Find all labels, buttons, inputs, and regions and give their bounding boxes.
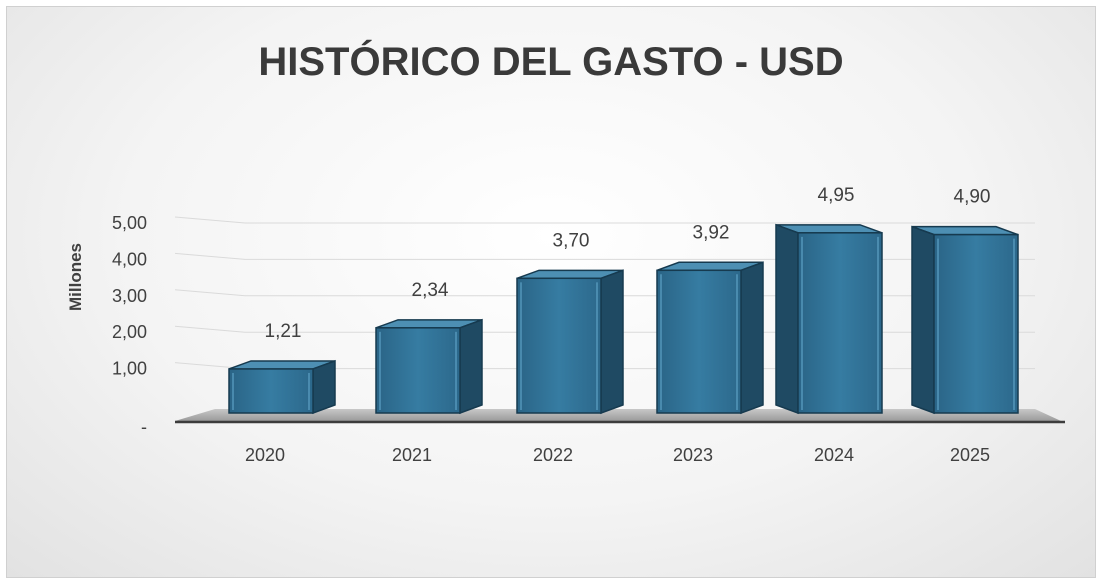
y-tick-label: 2,00: [112, 322, 147, 342]
x-tick-label: 2020: [245, 445, 285, 465]
bar-front-face: [656, 269, 742, 414]
bar-2025: [911, 225, 1019, 415]
y-tick-label: 1,00: [112, 359, 147, 379]
bar-2021: [375, 318, 483, 415]
bar-2022: [516, 269, 624, 415]
x-tick-label: 2021: [392, 445, 432, 465]
x-tick-label: 2023: [673, 445, 713, 465]
data-labels: 1,21 2,34 3,70 3,92 4,95 4,90: [265, 185, 991, 342]
data-label: 2,34: [412, 280, 449, 301]
bar-side-face: [312, 359, 336, 415]
data-label: 4,95: [818, 185, 855, 206]
bar-side-face: [911, 225, 935, 415]
x-tick-label: 2025: [950, 445, 990, 465]
bar-2020: [228, 359, 336, 415]
x-tick-label: 2022: [533, 445, 573, 465]
bar-front-face: [797, 232, 883, 414]
data-label: 3,92: [693, 222, 730, 243]
data-label: 4,90: [954, 187, 991, 208]
y-tick-label: 3,00: [112, 286, 147, 306]
chart-title: HISTÓRICO DEL GASTO - USD: [258, 38, 843, 84]
gridline: [174, 216, 1035, 224]
bar-front-face: [933, 233, 1019, 414]
y-tick-label: 4,00: [112, 249, 147, 269]
gridline: [174, 252, 1035, 260]
data-label: 3,70: [553, 230, 590, 251]
data-label: 1,21: [265, 321, 302, 342]
y-axis-label: Millones: [66, 243, 85, 311]
bar-side-face: [459, 318, 483, 415]
gridline: [174, 289, 1035, 297]
y-axis-ticks: - 1,00 2,00 3,00 4,00 5,00: [112, 213, 147, 437]
bar-chart: HISTÓRICO DEL GASTO - USD Millones - 1,00…: [66, 38, 1065, 465]
x-tick-label: 2024: [814, 445, 854, 465]
bar-2023: [656, 261, 764, 415]
x-axis-ticks: 2020 2021 2022 2023 2024 2025: [245, 445, 990, 465]
bar-front-face: [375, 327, 461, 414]
bar-side-face: [740, 261, 764, 415]
bar-side-face: [600, 269, 624, 415]
chart-frame: HISTÓRICO DEL GASTO - USD Millones - 1,00…: [6, 6, 1096, 578]
bars: [228, 223, 1019, 415]
bar-side-face: [775, 223, 799, 415]
bar-front-face: [516, 277, 602, 414]
gridline: [174, 325, 1035, 333]
y-tick-label: 5,00: [112, 213, 147, 233]
y-tick-label: -: [141, 417, 147, 437]
bar-2024: [775, 223, 883, 415]
gridlines: [174, 216, 1035, 370]
bar-front-face: [228, 368, 314, 414]
